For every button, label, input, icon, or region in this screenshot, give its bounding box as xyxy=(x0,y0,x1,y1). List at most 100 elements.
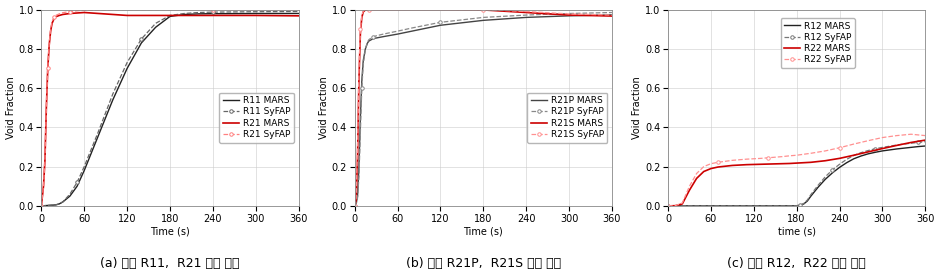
R21P MARS xyxy=(406,29,417,33)
R12 MARS xyxy=(820,178,831,181)
R21 MARS xyxy=(79,11,90,14)
R11 MARS xyxy=(193,12,204,16)
R21S MARS xyxy=(349,204,360,208)
R21 SyFAP xyxy=(42,67,54,70)
R21P MARS xyxy=(367,37,378,41)
R12 SyFAP xyxy=(863,149,874,152)
R22 MARS xyxy=(683,188,695,192)
R22 MARS xyxy=(734,163,745,167)
Line: R11 MARS: R11 MARS xyxy=(41,13,299,206)
R22 MARS xyxy=(776,162,788,165)
R22 SyFAP xyxy=(713,161,724,164)
R21P SyFAP xyxy=(351,202,362,206)
R21 MARS xyxy=(40,106,52,109)
R21S MARS xyxy=(563,13,574,17)
R12 SyFAP xyxy=(848,154,859,157)
R21 SyFAP xyxy=(207,8,218,11)
R21S SyFAP xyxy=(354,28,366,31)
R11 MARS xyxy=(150,26,162,29)
R21P SyFAP xyxy=(354,130,366,133)
R21P SyFAP xyxy=(370,34,382,38)
R11 SyFAP xyxy=(107,92,118,96)
R22 MARS xyxy=(919,138,931,142)
R11 MARS xyxy=(57,200,69,203)
R12 MARS xyxy=(812,186,823,189)
R22 MARS xyxy=(677,202,688,206)
R12 MARS xyxy=(855,154,867,158)
R22 SyFAP xyxy=(691,172,702,175)
R21P MARS xyxy=(356,79,368,82)
R21 MARS xyxy=(39,159,51,162)
Text: (c) 격실 R12,  R22 내부 수위: (c) 격실 R12, R22 내부 수위 xyxy=(728,257,866,270)
R11 SyFAP xyxy=(93,130,104,133)
R21 MARS xyxy=(46,22,57,25)
R12 SyFAP xyxy=(826,168,838,172)
R11 MARS xyxy=(50,203,61,207)
R22 MARS xyxy=(663,204,674,208)
R12 MARS xyxy=(698,204,710,208)
R21 SyFAP xyxy=(36,204,47,208)
R21 MARS xyxy=(38,185,49,188)
R12 SyFAP xyxy=(913,141,924,144)
R21P SyFAP xyxy=(563,12,574,15)
R12 MARS xyxy=(791,204,802,207)
R12 SyFAP xyxy=(791,204,802,207)
R11 SyFAP xyxy=(121,61,133,64)
R21P SyFAP xyxy=(362,40,373,44)
R12 SyFAP xyxy=(919,140,931,143)
R21S SyFAP xyxy=(349,204,360,208)
R22 SyFAP xyxy=(820,149,831,153)
R21P MARS xyxy=(354,116,366,119)
R21S MARS xyxy=(435,8,446,11)
R21P SyFAP xyxy=(378,33,389,36)
R11 MARS xyxy=(250,12,261,15)
R11 SyFAP xyxy=(54,202,65,206)
R21P SyFAP xyxy=(352,196,363,200)
R21 MARS xyxy=(164,14,176,17)
Line: R21S MARS: R21S MARS xyxy=(354,9,612,206)
R21S SyFAP xyxy=(478,8,489,11)
R21 MARS xyxy=(45,29,56,33)
R12 MARS xyxy=(834,166,845,169)
R21P SyFAP xyxy=(435,21,446,24)
R21 MARS xyxy=(250,14,261,17)
Legend: R12 MARS, R12 SyFAP, R22 MARS, R22 SyFAP: R12 MARS, R12 SyFAP, R22 MARS, R22 SyFAP xyxy=(780,18,855,68)
R11 MARS xyxy=(93,133,104,137)
R21P MARS xyxy=(563,14,574,18)
R12 MARS xyxy=(884,148,895,152)
R12 SyFAP xyxy=(798,202,809,205)
R22 SyFAP xyxy=(705,162,716,165)
R22 MARS xyxy=(719,165,730,168)
R12 MARS xyxy=(870,151,881,154)
X-axis label: time (s): time (s) xyxy=(777,226,816,236)
R21 MARS xyxy=(207,14,218,17)
R21P SyFAP xyxy=(606,11,618,14)
R11 SyFAP xyxy=(50,203,61,207)
R21S SyFAP xyxy=(563,12,574,16)
R21P MARS xyxy=(364,39,375,43)
R12 MARS xyxy=(891,147,902,151)
R12 SyFAP xyxy=(877,146,888,149)
R12 SyFAP xyxy=(770,204,781,208)
R21 MARS xyxy=(121,14,133,17)
R11 SyFAP xyxy=(79,165,90,168)
Text: (a) 격실 R11,  R21 내부 수위: (a) 격실 R11, R21 내부 수위 xyxy=(101,257,240,270)
R22 MARS xyxy=(863,150,874,153)
R11 MARS xyxy=(121,67,133,70)
R12 SyFAP xyxy=(788,204,799,208)
R21P SyFAP xyxy=(364,38,375,41)
R11 SyFAP xyxy=(64,192,75,196)
R22 SyFAP xyxy=(919,134,931,137)
R12 MARS xyxy=(913,145,924,148)
R21S SyFAP xyxy=(352,145,363,149)
R22 MARS xyxy=(834,157,845,160)
R21 SyFAP xyxy=(293,8,305,11)
Line: R12 SyFAP: R12 SyFAP xyxy=(666,140,927,208)
R11 SyFAP xyxy=(150,22,162,25)
R12 SyFAP xyxy=(806,193,817,196)
R12 MARS xyxy=(770,204,781,208)
R22 MARS xyxy=(741,163,752,166)
R11 MARS xyxy=(71,185,83,188)
R22 MARS xyxy=(691,177,702,180)
R21S SyFAP xyxy=(360,8,371,11)
